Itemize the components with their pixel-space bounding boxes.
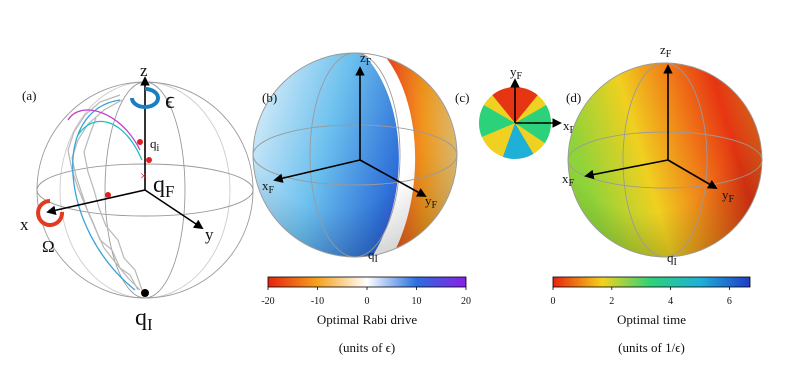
colorbar bbox=[267, 276, 467, 288]
equator bbox=[567, 131, 763, 189]
axis-label: yF bbox=[510, 64, 523, 82]
label-base: q bbox=[368, 247, 375, 262]
axis-label: z bbox=[140, 61, 148, 80]
meridian bbox=[309, 52, 401, 258]
y-axis bbox=[359, 159, 427, 197]
colorbar-units: (units of 1/ϵ) bbox=[618, 340, 685, 355]
disk-wedge bbox=[515, 100, 551, 150]
panel-tag: (a) bbox=[22, 88, 36, 103]
label-sub: F bbox=[366, 57, 372, 68]
colorbar-title: Optimal time bbox=[617, 312, 686, 327]
label-base: x bbox=[262, 178, 269, 193]
axis-label: zF bbox=[660, 42, 672, 60]
label-sub: F bbox=[269, 185, 275, 196]
meridian bbox=[622, 62, 708, 258]
tick-label: -20 bbox=[261, 296, 274, 307]
y-axis bbox=[667, 159, 718, 189]
point-label: qi bbox=[150, 136, 160, 154]
target-mark: × bbox=[140, 168, 147, 183]
equator bbox=[252, 124, 458, 186]
label-sub: F bbox=[517, 71, 523, 82]
tick-label: 2 bbox=[609, 296, 614, 307]
label-base: z bbox=[360, 50, 366, 65]
point-label: qF bbox=[153, 172, 174, 201]
axis-label: zF bbox=[360, 50, 372, 68]
tick-label: 0 bbox=[551, 296, 556, 307]
axis-label: xF bbox=[262, 178, 275, 196]
label-sub: i bbox=[157, 143, 160, 154]
axis-label: yF bbox=[722, 187, 735, 205]
axis-label: xF bbox=[562, 171, 575, 189]
label-base: y bbox=[425, 193, 432, 208]
panel-tag: (d) bbox=[566, 90, 581, 105]
panel-tag: (b) bbox=[262, 90, 277, 105]
label-base: y bbox=[722, 187, 729, 202]
point bbox=[146, 157, 152, 163]
point bbox=[105, 192, 111, 198]
tick-label: 6 bbox=[727, 296, 732, 307]
label-base: q bbox=[667, 250, 674, 265]
x-axis bbox=[584, 159, 669, 180]
point-label: qI bbox=[135, 305, 153, 334]
disk-wedge bbox=[500, 123, 540, 159]
label-base: x bbox=[562, 171, 569, 186]
x-axis bbox=[46, 189, 146, 215]
label-base: q bbox=[135, 305, 147, 331]
y-axis bbox=[144, 189, 204, 230]
label-base: z bbox=[660, 42, 666, 57]
tick-label: 20 bbox=[461, 296, 471, 307]
panel-d: (d) zF xF yF qI bbox=[562, 42, 763, 268]
label-sub: F bbox=[729, 194, 735, 205]
tick-label: 4 bbox=[668, 296, 673, 307]
path-cyan bbox=[77, 120, 143, 161]
point bbox=[141, 289, 149, 297]
label-sub: F bbox=[666, 49, 672, 60]
point-label: qI bbox=[667, 250, 677, 268]
axis-label: x bbox=[20, 215, 29, 234]
label-sub: I bbox=[147, 315, 153, 334]
control-label: ϵ bbox=[165, 88, 175, 114]
point bbox=[137, 139, 143, 145]
label-sub: F bbox=[569, 178, 575, 189]
point-label: qI bbox=[368, 247, 378, 265]
label-base: q bbox=[153, 172, 165, 198]
label-base: q bbox=[150, 136, 157, 151]
trajectories bbox=[67, 94, 143, 291]
panel-tag: (c) bbox=[455, 90, 469, 105]
control-label: Ω bbox=[42, 237, 55, 256]
label-base: x bbox=[563, 118, 570, 133]
colorbar-units: (units of ϵ) bbox=[339, 340, 396, 355]
tick-label: 0 bbox=[365, 296, 370, 307]
axis-label: y bbox=[205, 225, 214, 244]
panel-a: × (a) z x y ϵ Ω qi qF qI bbox=[20, 61, 254, 334]
tick-label: -10 bbox=[311, 296, 324, 307]
shading bbox=[253, 53, 457, 257]
x-axis bbox=[273, 159, 361, 183]
rotation-arrow bbox=[130, 87, 160, 109]
label-sub: F bbox=[432, 200, 438, 211]
panel-b: (b) zF xF yF qI bbox=[252, 50, 458, 265]
path-blue bbox=[72, 99, 136, 291]
rotation-arrow bbox=[36, 199, 65, 227]
colorbar-title: Optimal Rabi drive bbox=[317, 312, 418, 327]
tick-label: 10 bbox=[412, 296, 422, 307]
label-base: y bbox=[510, 64, 517, 79]
label-sub: I bbox=[375, 254, 378, 265]
disk-wedge bbox=[479, 100, 515, 140]
path-magenta bbox=[67, 109, 141, 151]
colorbar bbox=[552, 276, 751, 288]
panel-c: (c) yF x F bbox=[455, 64, 576, 159]
axis-label: yF bbox=[425, 193, 438, 211]
label-sub: I bbox=[674, 257, 677, 268]
label-sub: F bbox=[165, 182, 174, 201]
